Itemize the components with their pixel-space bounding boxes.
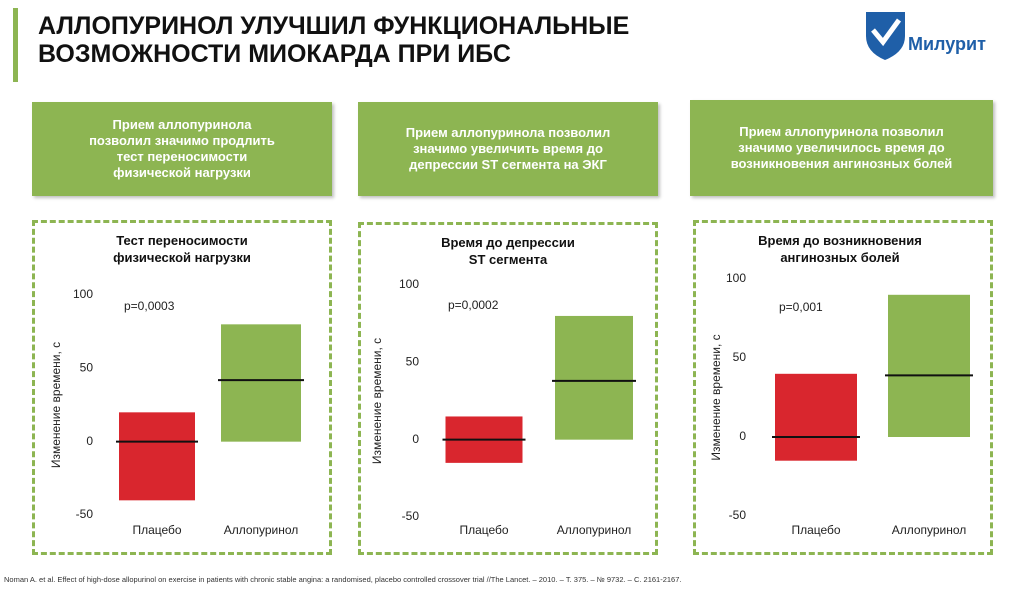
y-tick-label: 0 bbox=[86, 434, 93, 448]
y-tick-label: 0 bbox=[412, 432, 419, 446]
chart-title: Время до депрессии ST сегмента bbox=[441, 235, 575, 267]
chart-frame bbox=[693, 220, 993, 555]
y-tick-label: -50 bbox=[76, 507, 94, 521]
x-tick-label: Плацебо bbox=[791, 523, 840, 537]
logo-check bbox=[871, 18, 902, 47]
y-tick-label: 100 bbox=[726, 271, 746, 285]
x-tick-label: Плацебо bbox=[459, 523, 508, 537]
summary-box: Прием аллопуринола позволил значимо прод… bbox=[32, 102, 332, 196]
annotation: p=0,001 bbox=[779, 300, 823, 314]
y-axis-label: Изменение времени, с bbox=[49, 342, 63, 468]
chart-frame bbox=[32, 220, 332, 555]
bar bbox=[775, 373, 857, 461]
chart-title: Время до возникновения ангинозных болей bbox=[758, 233, 922, 265]
summary-box: Прием аллопуринола позволил значимо увел… bbox=[358, 102, 658, 196]
chart-frame bbox=[358, 222, 658, 555]
y-tick-label: 100 bbox=[73, 287, 93, 301]
annotation: p=0,0002 bbox=[448, 298, 499, 312]
y-tick-label: -50 bbox=[729, 508, 747, 522]
x-tick-label: Аллопуринол bbox=[892, 523, 967, 537]
chart-title: Тест переносимости физической нагрузки bbox=[113, 233, 251, 265]
summary-box: Прием аллопуринола позволил значимо увел… bbox=[690, 100, 993, 196]
y-tick-label: -50 bbox=[402, 509, 420, 523]
y-axis-label: Изменение времени, с bbox=[370, 338, 384, 464]
x-tick-label: Аллопуринол bbox=[224, 523, 299, 537]
annotation: p=0,0003 bbox=[124, 299, 175, 313]
y-axis-label: Изменение времени, с bbox=[709, 334, 723, 460]
y-tick-label: 0 bbox=[739, 429, 746, 443]
bar bbox=[555, 315, 633, 440]
logo-text: Милурит bbox=[908, 34, 986, 54]
y-tick-label: 50 bbox=[80, 361, 94, 375]
bar bbox=[221, 324, 301, 442]
slide-title: АЛЛОПУРИНОЛ УЛУЧШИЛ ФУНКЦИОНАЛЬНЫЕ ВОЗМО… bbox=[38, 12, 630, 68]
y-tick-label: 100 bbox=[399, 277, 419, 291]
y-tick-label: 50 bbox=[406, 355, 420, 369]
bar bbox=[888, 294, 970, 437]
bar bbox=[119, 412, 195, 501]
y-tick-label: 50 bbox=[733, 350, 747, 364]
x-tick-label: Плацебо bbox=[132, 523, 181, 537]
footnote: Noman A. et al. Effect of high-dose allo… bbox=[4, 575, 682, 584]
x-tick-label: Аллопуринол bbox=[557, 523, 632, 537]
accent-bar bbox=[13, 8, 18, 82]
logo: Милурит bbox=[866, 12, 986, 60]
